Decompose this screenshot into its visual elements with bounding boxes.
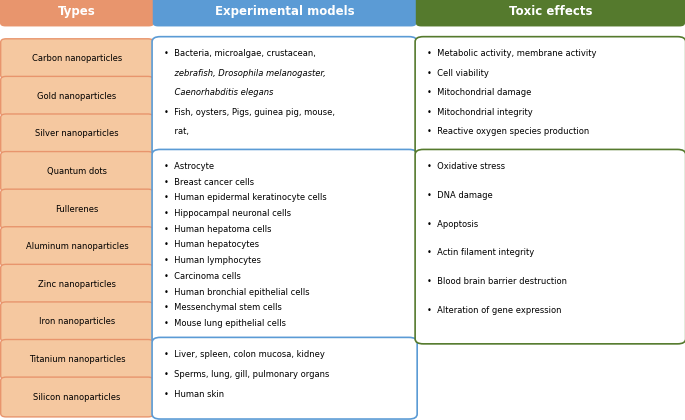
FancyBboxPatch shape — [1, 114, 153, 154]
FancyBboxPatch shape — [415, 37, 685, 156]
FancyBboxPatch shape — [1, 76, 153, 116]
Text: •  Human bronchial epithelial cells: • Human bronchial epithelial cells — [164, 288, 310, 297]
FancyBboxPatch shape — [152, 150, 417, 344]
FancyBboxPatch shape — [153, 0, 416, 26]
FancyBboxPatch shape — [1, 302, 153, 342]
Text: Fullerenes: Fullerenes — [55, 205, 99, 213]
Text: •  Breast cancer cells: • Breast cancer cells — [164, 178, 255, 187]
Text: •  Messenchymal stem cells: • Messenchymal stem cells — [164, 303, 282, 312]
Text: Types: Types — [58, 5, 96, 18]
FancyBboxPatch shape — [0, 0, 154, 26]
Text: Silicon nanoparticles: Silicon nanoparticles — [34, 393, 121, 402]
Text: rat,: rat, — [164, 127, 189, 136]
Text: Silver nanoparticles: Silver nanoparticles — [35, 129, 119, 138]
Text: •  Human lymphocytes: • Human lymphocytes — [164, 256, 262, 265]
Text: •  Astrocyte: • Astrocyte — [164, 162, 214, 171]
Text: Caenorhabditis elegans: Caenorhabditis elegans — [164, 88, 274, 97]
Text: •  Mitochondrial damage: • Mitochondrial damage — [427, 88, 532, 97]
Text: •  Human hepatocytes: • Human hepatocytes — [164, 241, 260, 249]
Text: •  Alteration of gene expression: • Alteration of gene expression — [427, 306, 562, 315]
Text: •  DNA damage: • DNA damage — [427, 191, 493, 200]
Text: zebrafish, Drosophila melanogaster,: zebrafish, Drosophila melanogaster, — [164, 69, 326, 78]
Text: •  Apoptosis: • Apoptosis — [427, 220, 479, 228]
Text: •  Metabolic activity, membrane activity: • Metabolic activity, membrane activity — [427, 49, 597, 58]
FancyBboxPatch shape — [1, 39, 153, 79]
Text: Zinc nanoparticles: Zinc nanoparticles — [38, 280, 116, 289]
Text: •  Mitochondrial integrity: • Mitochondrial integrity — [427, 108, 533, 117]
FancyBboxPatch shape — [1, 377, 153, 417]
Text: •  Actin filament integrity: • Actin filament integrity — [427, 248, 535, 257]
Text: •  Human epidermal keratinocyte cells: • Human epidermal keratinocyte cells — [164, 194, 327, 202]
Text: •  Human skin: • Human skin — [164, 390, 225, 399]
FancyBboxPatch shape — [1, 152, 153, 192]
Text: •  Blood brain barrier destruction: • Blood brain barrier destruction — [427, 277, 567, 286]
Text: •  Human hepatoma cells: • Human hepatoma cells — [164, 225, 272, 234]
Text: •  Hippocampal neuronal cells: • Hippocampal neuronal cells — [164, 209, 292, 218]
Text: Gold nanoparticles: Gold nanoparticles — [38, 92, 116, 101]
Text: •  Liver, spleen, colon mucosa, kidney: • Liver, spleen, colon mucosa, kidney — [164, 350, 325, 359]
Text: •  Reactive oxygen species production: • Reactive oxygen species production — [427, 127, 590, 136]
Text: Quantum dots: Quantum dots — [47, 167, 107, 176]
Text: Aluminum nanoparticles: Aluminum nanoparticles — [26, 242, 129, 251]
FancyBboxPatch shape — [415, 150, 685, 344]
Text: Carbon nanoparticles: Carbon nanoparticles — [32, 54, 122, 63]
Text: Toxic effects: Toxic effects — [509, 5, 592, 18]
Text: •  Mouse lung epithelial cells: • Mouse lung epithelial cells — [164, 319, 286, 328]
Text: •  Cell viability: • Cell viability — [427, 69, 489, 78]
Text: Experimental models: Experimental models — [215, 5, 354, 18]
Text: •  Sperms, lung, gill, pulmonary organs: • Sperms, lung, gill, pulmonary organs — [164, 370, 329, 379]
Text: •  Oxidative stress: • Oxidative stress — [427, 162, 506, 171]
Text: •  Bacteria, microalgae, crustacean,: • Bacteria, microalgae, crustacean, — [164, 49, 316, 58]
FancyBboxPatch shape — [1, 264, 153, 304]
Text: •  Fish, oysters, Pigs, guinea pig, mouse,: • Fish, oysters, Pigs, guinea pig, mouse… — [164, 108, 336, 117]
FancyBboxPatch shape — [152, 337, 417, 419]
FancyBboxPatch shape — [1, 339, 153, 379]
FancyBboxPatch shape — [152, 37, 417, 156]
FancyBboxPatch shape — [416, 0, 685, 26]
Text: •  Carcinoma cells: • Carcinoma cells — [164, 272, 241, 281]
Text: Iron nanoparticles: Iron nanoparticles — [39, 318, 115, 326]
FancyBboxPatch shape — [1, 227, 153, 267]
Text: Titanium nanoparticles: Titanium nanoparticles — [29, 355, 125, 364]
FancyBboxPatch shape — [1, 189, 153, 229]
